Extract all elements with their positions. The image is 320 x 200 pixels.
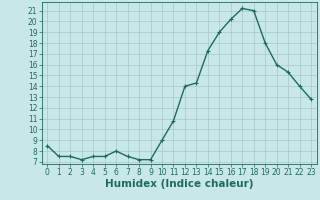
X-axis label: Humidex (Indice chaleur): Humidex (Indice chaleur) [105, 179, 253, 189]
